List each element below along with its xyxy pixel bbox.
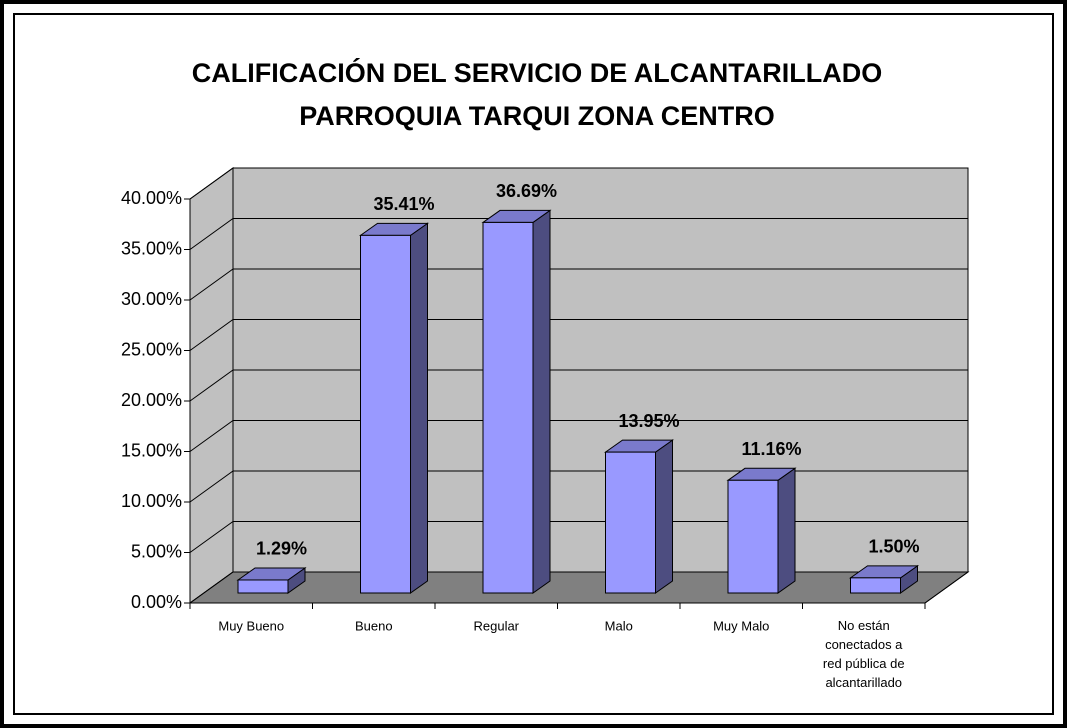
bar-side bbox=[532, 209, 551, 594]
grid-line bbox=[189, 470, 968, 503]
x-tick-label: Bueno bbox=[355, 618, 393, 633]
grid-line bbox=[189, 268, 968, 301]
y-tick-label: 5.00% bbox=[131, 541, 182, 561]
bar bbox=[236, 567, 307, 594]
grid-line bbox=[189, 420, 968, 452]
value-label: 1.29% bbox=[256, 539, 307, 559]
bar-side bbox=[777, 467, 796, 594]
x-tick-label: Muy Bueno bbox=[218, 618, 284, 633]
x-axis-end bbox=[924, 571, 969, 604]
x-tick-label: Malo bbox=[605, 618, 633, 633]
y-tick-label: 0.00% bbox=[131, 592, 182, 612]
grid-line bbox=[189, 319, 968, 351]
value-label: 35.41% bbox=[373, 194, 434, 214]
bar bbox=[848, 564, 920, 594]
value-label: 11.16% bbox=[741, 439, 801, 459]
bar-front bbox=[605, 451, 656, 594]
bar bbox=[726, 467, 797, 594]
chart-title: CALIFICACIÓN DEL SERVICIO DE ALCANTARILL… bbox=[192, 57, 883, 88]
grid-line bbox=[189, 369, 968, 402]
bar-front bbox=[482, 221, 534, 594]
y-tick-label: 25.00% bbox=[121, 339, 182, 359]
value-label: 13.95% bbox=[618, 411, 679, 431]
bar-front bbox=[850, 577, 901, 594]
x-tick-label: Regular bbox=[473, 618, 519, 633]
y-tick-label: 30.00% bbox=[121, 289, 182, 309]
y-tick-label: 20.00% bbox=[121, 390, 182, 410]
bar-front bbox=[237, 579, 289, 594]
grid-line bbox=[189, 521, 968, 553]
grid-line bbox=[189, 571, 968, 604]
value-label: 1.50% bbox=[868, 537, 919, 557]
x-tick-label: Muy Malo bbox=[713, 618, 769, 633]
bar bbox=[481, 209, 552, 594]
bar-front bbox=[727, 479, 779, 594]
inner-frame bbox=[13, 13, 1054, 715]
chart-subtitle: PARROQUIA TARQUI ZONA CENTRO bbox=[299, 101, 774, 131]
bar-side bbox=[410, 222, 428, 594]
bar bbox=[603, 439, 675, 594]
value-label: 36.69% bbox=[496, 181, 557, 201]
grid-line bbox=[189, 218, 968, 250]
x-tick-label: No están conectados a red pública de alcant… bbox=[823, 618, 905, 690]
y-tick-label: 40.00% bbox=[121, 188, 182, 208]
y-tick-label: 35.00% bbox=[121, 238, 182, 258]
y-tick-label: 10.00% bbox=[121, 491, 182, 511]
bar-front bbox=[360, 234, 411, 594]
bar-side bbox=[655, 439, 673, 594]
y-tick-label: 15.00% bbox=[121, 440, 182, 460]
bar bbox=[358, 222, 430, 594]
grid-line bbox=[189, 167, 968, 200]
